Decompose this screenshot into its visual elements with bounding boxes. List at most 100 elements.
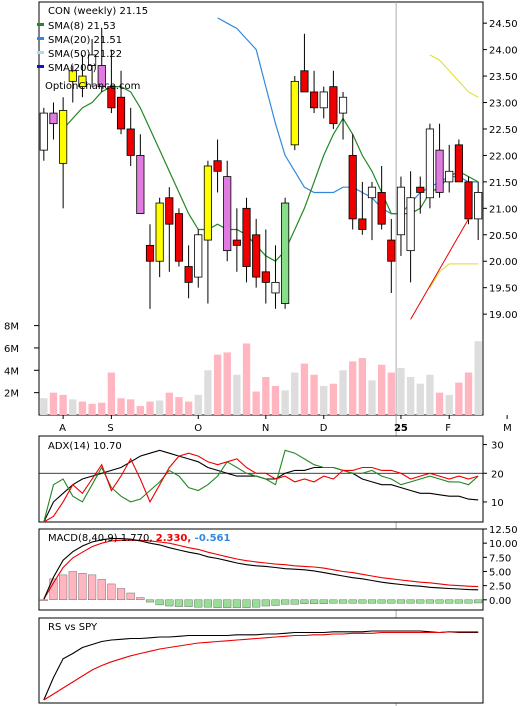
price-chart-title: CON (weekly) 21.15 (48, 6, 148, 17)
price-tick-label: 21.50 (489, 178, 518, 189)
candle-body (126, 128, 135, 156)
candle-body (88, 54, 97, 66)
volume-bar (127, 399, 135, 415)
volume-bar (213, 354, 222, 415)
candle-body (261, 271, 270, 283)
macd-histogram-bar (396, 599, 406, 604)
volume-bar (233, 374, 241, 415)
x-tick-label: S (107, 423, 113, 434)
candle-body (184, 266, 193, 283)
macd-histogram-bar (97, 579, 106, 601)
macd-histogram-bar (435, 599, 444, 604)
macd-signal-line (43, 539, 479, 600)
macd-title-signal: 2.330, (156, 533, 195, 544)
volume-bar (455, 382, 463, 415)
macd-title-hist: -0.561 (195, 533, 231, 544)
volume-bar (242, 343, 251, 415)
x-tick-label: D (320, 423, 328, 434)
candle-body (281, 202, 290, 304)
volume-bar (184, 401, 193, 415)
price-tick-label: 20.50 (489, 231, 518, 242)
volume-bar (165, 392, 173, 415)
volume-bar (474, 341, 482, 415)
candle-body (49, 112, 58, 125)
legend-entry: SMA(20) 21.51 (48, 35, 122, 46)
candle-body (290, 80, 299, 146)
candle-body (464, 181, 473, 220)
macd-histogram-bar (165, 599, 174, 607)
candle-body (136, 155, 145, 215)
macd-histogram-bar (203, 599, 212, 608)
volume-bar (445, 394, 453, 415)
volume-bar (281, 390, 289, 415)
volume-bar (59, 394, 67, 415)
volume-tick-label: 4M (4, 366, 19, 377)
legend-entry: SMA(8) 21.53 (48, 21, 116, 32)
macd-histogram-bar (338, 599, 348, 604)
volume-bar (339, 370, 347, 415)
price-tick-label: 24.00 (489, 46, 518, 57)
macd-tick-label: 5.00 (489, 567, 511, 578)
volume-bar (271, 385, 280, 415)
candle-body (377, 192, 386, 225)
volume-bar (435, 392, 444, 415)
price-tick-label: 22.00 (489, 151, 518, 162)
price-tick-label: 22.50 (489, 125, 518, 136)
candle-body (59, 110, 68, 164)
macd-histogram-bar (39, 599, 48, 601)
macd-histogram-bar (252, 599, 261, 608)
volume-bar (406, 377, 415, 415)
macd-histogram-bar (474, 599, 483, 604)
x-tick-label: O (194, 423, 202, 434)
volume-tick-label: 6M (4, 344, 19, 355)
volume-bar (194, 394, 202, 415)
adx-title: ADX(14) 10.70 (48, 441, 122, 452)
macd-histogram-bar (290, 599, 299, 605)
candle-body (310, 91, 319, 109)
macd-histogram-bar (261, 599, 270, 607)
candle-body (39, 112, 48, 151)
candle-body (348, 155, 357, 220)
volume-bar (349, 361, 357, 415)
macd-histogram-bar (329, 599, 338, 604)
candle-body (165, 197, 174, 225)
macd-histogram-bar (136, 597, 145, 601)
candle-body (194, 234, 203, 278)
adx-tick-label: 10 (491, 498, 504, 509)
macd-histogram-bar (310, 599, 319, 604)
macd-histogram-bar (319, 599, 328, 604)
volume-bar (136, 406, 145, 415)
legend-swatch (37, 23, 44, 26)
price-tick-label: 19.00 (489, 310, 518, 321)
macd-histogram-bar (213, 599, 222, 608)
macd-histogram-bar (425, 599, 434, 604)
candle-body (396, 186, 406, 236)
adx-tick-label: 20 (491, 469, 504, 480)
candle-body (155, 202, 164, 262)
price-tick-label: 23.50 (489, 72, 518, 83)
volume-bar (107, 372, 116, 415)
volume-bar (78, 401, 87, 415)
macd-tick-label: 10.00 (489, 539, 518, 550)
macd-histogram-bar (271, 599, 280, 606)
volume-tick-label: 8M (4, 322, 19, 333)
candle-body (213, 160, 222, 172)
candle-body (107, 86, 116, 109)
volume-bar (204, 370, 212, 415)
volume-bar (252, 391, 260, 415)
volume-bar (368, 380, 376, 415)
candle-body (454, 144, 463, 183)
macd-histogram-bar (68, 571, 77, 601)
volume-bar (117, 398, 125, 415)
volume-bar (291, 372, 299, 415)
volume-bar (175, 397, 183, 415)
macd-tick-label: 2.50 (489, 582, 511, 593)
candle-body (425, 128, 434, 199)
macd-title: MACD(8,40,9) 1.770, 2.330, -0.561 (48, 533, 230, 544)
volume-bar (387, 372, 395, 415)
legend-entry: SMA(50) 21.22 (48, 49, 122, 60)
macd-histogram-bar (126, 592, 135, 601)
candle-body (232, 239, 241, 246)
macd-histogram-bar (281, 599, 290, 605)
